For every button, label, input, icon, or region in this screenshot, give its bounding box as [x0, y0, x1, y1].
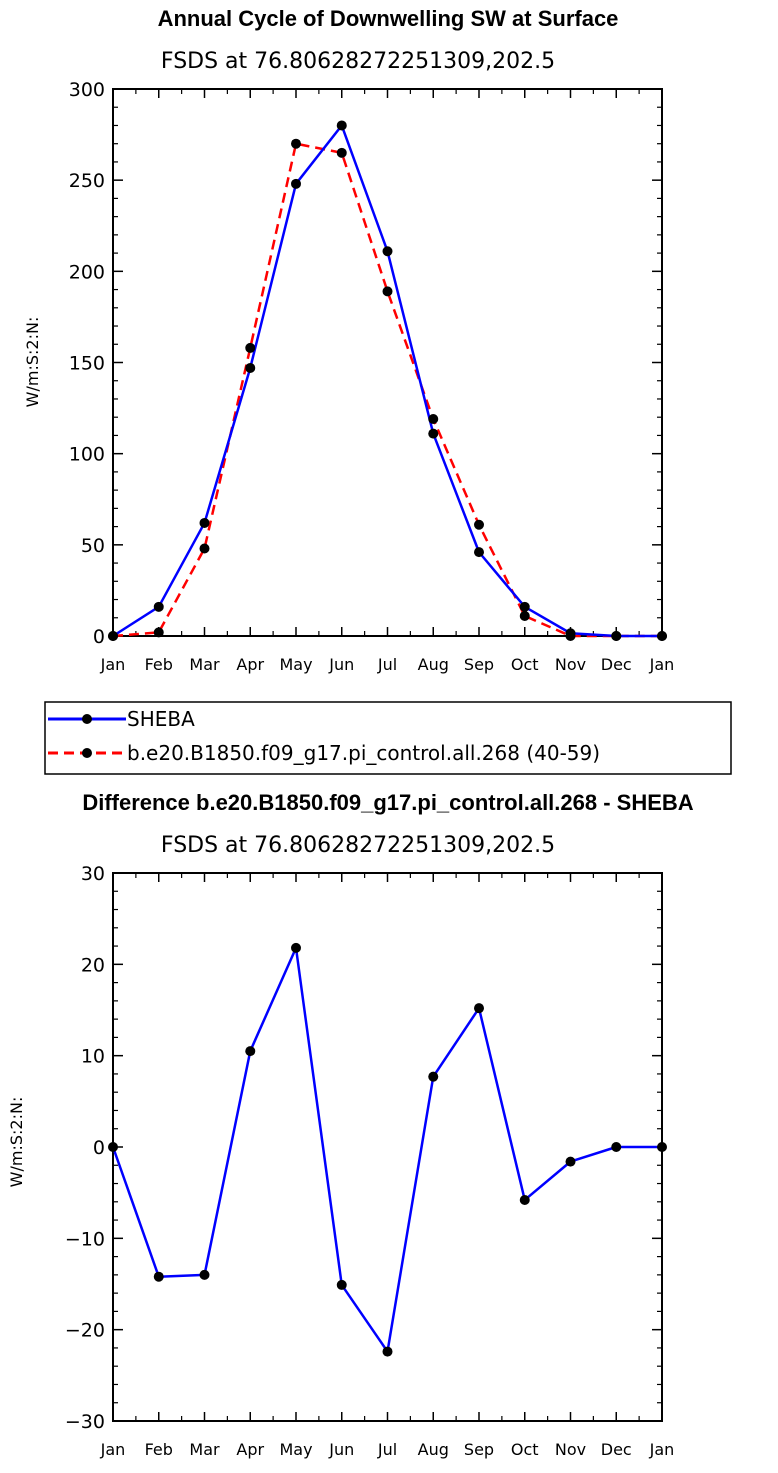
chart2-frame — [112, 872, 663, 1422]
chart2-series-0-point — [611, 1142, 622, 1152]
chart2-series-0-point — [245, 1046, 256, 1057]
chart2-x-tick-label: Mar — [189, 1440, 220, 1459]
chart1-series-0-point — [291, 178, 301, 189]
chart1-series-0-point — [245, 362, 256, 373]
chart2-series-0-point — [474, 1003, 484, 1014]
chart2-series-0-point — [153, 1271, 164, 1282]
chart2-x-tick-label: Sep — [464, 1440, 494, 1459]
chart1-series-1-point — [519, 610, 530, 621]
chart2-plot-area: Jan Feb Mar Apr May Jun Jul Aug Sep Oct Nov Dec Jan −… — [65, 863, 674, 1459]
legend-sheba-label: SHEBA — [127, 707, 195, 731]
chart2-x-tick-label: Nov — [555, 1440, 586, 1459]
chart1-frame — [112, 88, 663, 637]
chart2-y-tick-label: 30 — [81, 863, 105, 885]
chart2-x-tick-label: May — [279, 1440, 312, 1459]
chart1-series-1-point — [199, 543, 210, 554]
chart2-title: Difference b.e20.B1850.f09_g17.pi_contro… — [82, 790, 693, 815]
chart1-y-tick-label: 300 — [69, 79, 105, 101]
chart2-series-0-point — [199, 1269, 210, 1280]
chart2-x-tick-label: Aug — [418, 1440, 449, 1459]
chart1-y-tick-label: 50 — [81, 535, 105, 557]
chart2-y-tick-label: −30 — [65, 1411, 105, 1433]
chart2-series-0-point — [291, 942, 301, 953]
chart2-series-0-line — [111, 946, 662, 1353]
chart1-y-tick-label: 0 — [93, 626, 105, 648]
chart1-x-tick-label: Jan — [649, 655, 675, 674]
chart2-x-tick-label: Feb — [145, 1440, 173, 1459]
chart2-series-0-point — [336, 1279, 347, 1290]
chart2-x-tick-label: Jul — [377, 1440, 397, 1459]
chart1-x-tick-label: Mar — [189, 655, 220, 674]
chart2-series-0-point — [382, 1346, 393, 1357]
chart1-series-1-point — [565, 631, 576, 641]
legend-model-label: b.e20.B1850.f09_g17.pi_control.all.268 (… — [127, 741, 600, 765]
chart1-x-tick-label: Oct — [511, 655, 539, 674]
chart2-y-tick-label: 20 — [81, 954, 105, 976]
chart1-series-0-point — [474, 547, 484, 558]
chart1-x-tick-label: Nov — [555, 655, 586, 674]
chart1-y-tick-label: 100 — [69, 444, 105, 466]
chart2-y-tick-label: 0 — [93, 1137, 105, 1159]
chart1-x-tick-label: Feb — [145, 655, 173, 674]
chart2-x-tick-label: Jan — [100, 1440, 126, 1459]
chart1-series-0-line — [112, 124, 662, 638]
chart1-title: Annual Cycle of Downwelling SW at Surfac… — [158, 6, 619, 31]
chart1-y-axis-label: W/m:S:2:N: — [23, 317, 42, 408]
chart1-y-tick-label: 250 — [69, 170, 105, 192]
chart1-x-tick-label: Jun — [328, 655, 354, 674]
chart1-series-0-point — [199, 517, 210, 528]
chart2-x-tick-label: Dec — [601, 1440, 632, 1459]
chart1-series-0-point — [153, 601, 164, 612]
chart2-x-tick-label: Jan — [649, 1440, 675, 1459]
chart2-y-axis-label: W/m:S:2:N: — [7, 1097, 26, 1188]
chart2-series-0-point — [108, 1142, 118, 1152]
chart1-subtitle: FSDS at 76.80628272251309,202.5 — [161, 49, 555, 74]
chart1-series-1-point — [108, 631, 118, 641]
chart1-series-1-point — [153, 627, 164, 638]
chart1-x-tick-label: Jul — [377, 655, 397, 674]
chart1-x-tick-label: Aug — [418, 655, 449, 674]
chart2-subtitle: FSDS at 76.80628272251309,202.5 — [161, 833, 555, 858]
chart1-series-0-point — [336, 120, 347, 131]
chart1-series-1-point — [382, 286, 393, 297]
chart1-x-tick-label: May — [279, 655, 312, 674]
chart1-plot-area: Jan Feb Mar Apr May Jun Jul Aug Sep Oct Nov Dec Jan 0… — [69, 79, 675, 674]
chart1-series-1-point — [611, 631, 622, 641]
legend: SHEBA b.e20.B1850.f09_g17.pi_control.all… — [44, 701, 732, 775]
legend-model-marker — [82, 748, 92, 758]
chart1-x-tick-label: Dec — [601, 655, 632, 674]
chart1-x-tick-label: Jan — [100, 655, 126, 674]
chart2-y-tick-label: −10 — [65, 1228, 105, 1250]
chart1-series-1-line — [112, 142, 662, 638]
chart1-series-1-point — [474, 519, 484, 530]
legend-sheba-marker — [82, 714, 92, 724]
chart2-series-0-point — [428, 1071, 439, 1082]
chart2-series-0-point — [519, 1194, 530, 1205]
chart2-y-tick-label: 10 — [81, 1046, 105, 1068]
chart1-series-1-point — [657, 631, 667, 641]
chart1-series-1-point — [245, 342, 256, 353]
chart2-series-0-point — [657, 1142, 667, 1152]
chart1-series-0-point — [519, 601, 530, 612]
chart1-x-tick-label: Sep — [464, 655, 494, 674]
chart1-series-0-point — [382, 246, 393, 257]
chart1-series-1-point — [291, 138, 301, 149]
chart1-series-0-point — [428, 428, 439, 439]
chart2-y-tick-label: −20 — [65, 1320, 105, 1342]
chart2-series-0-point — [565, 1156, 576, 1167]
chart1-y-tick-label: 150 — [69, 353, 105, 375]
chart1-x-tick-label: Apr — [236, 655, 264, 674]
chart2-x-tick-label: Oct — [511, 1440, 539, 1459]
chart1-series-1-point — [428, 414, 439, 425]
legend-box — [44, 701, 732, 775]
chart1-y-tick-label: 200 — [69, 261, 105, 283]
chart2-x-tick-label: Jun — [328, 1440, 354, 1459]
chart1-series-1-point — [336, 147, 347, 158]
chart2-x-tick-label: Apr — [236, 1440, 264, 1459]
